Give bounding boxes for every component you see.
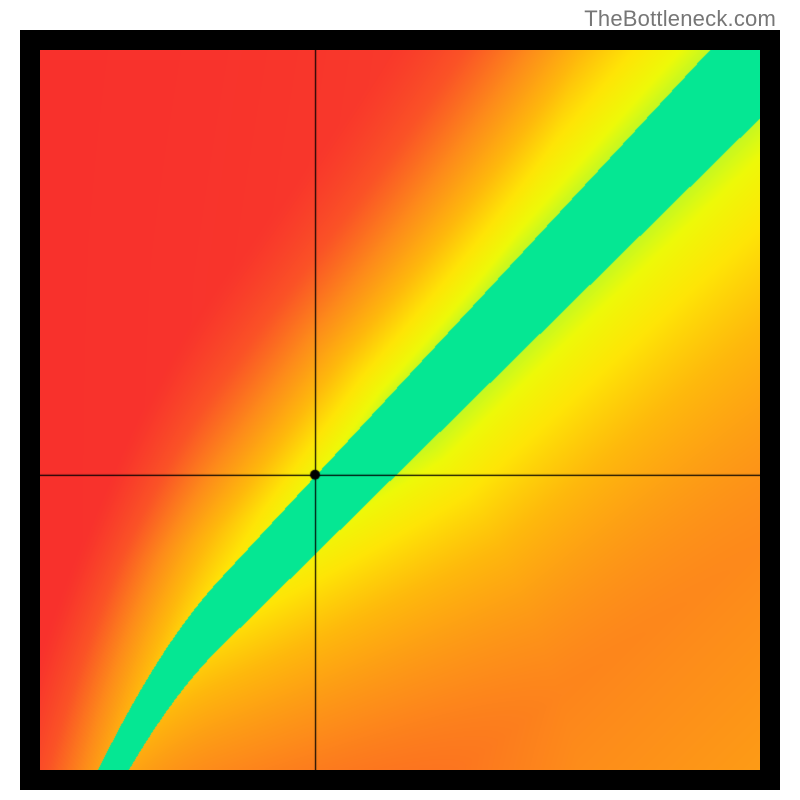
bottleneck-heatmap [40, 50, 760, 770]
plot-frame [20, 30, 780, 790]
watermark-text: TheBottleneck.com [584, 6, 776, 32]
